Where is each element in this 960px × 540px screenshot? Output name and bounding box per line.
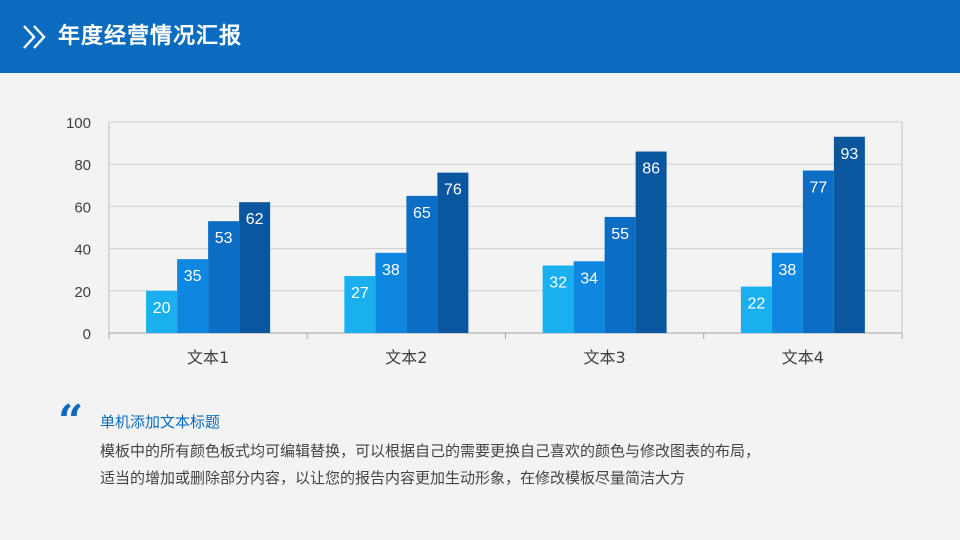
y-tick-label: 60 [74,199,91,216]
y-tick-label: 80 [74,157,91,174]
data-label: 38 [778,262,796,279]
y-tick-label: 100 [66,115,91,132]
bar [208,221,240,333]
bar [375,252,407,333]
x-category-label: 文本2 [385,348,427,367]
y-tick-label: 0 [83,326,91,343]
bar [740,286,772,333]
x-category-label: 文本3 [584,348,626,367]
bar [802,170,834,333]
header-bar: 年度经营情况汇报 [0,0,960,73]
bar [406,195,438,333]
note-title: 单机添加文本标题 [100,413,221,431]
data-label: 65 [413,205,431,222]
bar [146,290,178,333]
x-category-label: 文本4 [782,348,824,367]
data-label: 76 [444,182,462,199]
data-label: 20 [153,300,171,317]
bar [177,259,209,333]
data-label: 86 [642,161,660,178]
note-body: 模板中的所有颜色板式均可编辑替换，可以根据自己的需要更换自己喜欢的颜色与修改图表… [100,438,930,492]
data-label: 22 [747,296,765,313]
data-label: 53 [215,230,233,247]
data-label: 77 [809,180,827,197]
bar [635,151,667,333]
data-label: 62 [246,211,264,228]
data-label: 35 [184,268,202,285]
note-line-1: 模板中的所有颜色板式均可编辑替换，可以根据自己的需要更换自己喜欢的颜色与修改图表… [100,442,761,460]
x-category-label: 文本1 [187,348,229,367]
bar [604,216,636,333]
quote-icon: “ [58,396,84,447]
page-title: 年度经营情况汇报 [58,24,243,49]
data-label: 93 [840,146,858,163]
data-label: 55 [611,226,629,243]
bar [437,172,469,333]
note-line-2: 适当的增加或删除部分内容，以让您的报告内容更加生动形象，在修改模板尽量简洁大方 [100,469,686,487]
y-tick-label: 40 [74,242,91,259]
bar [239,202,271,333]
data-label: 32 [549,274,567,291]
bar [833,136,865,333]
bar [573,261,605,333]
data-label: 38 [382,262,400,279]
bar [542,265,574,333]
bar-chart: 0 20 40 60 80 100 20 35 53 62 文本1 27 38 65 76 文本2 32 34 55… [66,115,903,367]
double-chevron-right-icon [23,25,46,49]
bar [771,252,803,333]
y-tick-label: 20 [74,284,91,301]
data-label: 27 [351,285,369,302]
data-label: 34 [580,270,598,287]
bar [344,276,376,333]
